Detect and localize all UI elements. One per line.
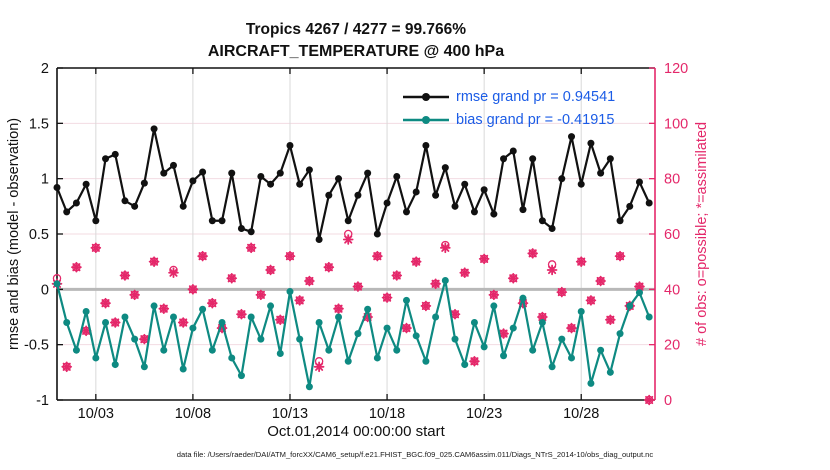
obs-assimilated-marker [353, 282, 363, 291]
obs-assimilated-marker [431, 279, 440, 288]
obs-assimilated-marker [295, 296, 304, 305]
obs-assimilated-marker [373, 252, 382, 261]
obs-assimilated-marker [615, 252, 625, 261]
obs-assimilated-marker [247, 243, 256, 252]
rmse-series [53, 125, 653, 244]
obs-assimilated-marker [470, 357, 479, 366]
obs-assimilated-marker [635, 282, 644, 291]
obs-assimilated-marker [480, 254, 489, 263]
chart-title-line2: AIRCRAFT_TEMPERATURE @ 400 hPa [207, 43, 505, 60]
obs-assimilated-marker [548, 265, 557, 275]
right-axis-label: # of obs: o=possible; *=assimilated [694, 121, 710, 347]
obs-assimilated-marker [101, 299, 110, 308]
obs-assimilated-marker [412, 257, 421, 266]
legend-bias-label: bias grand pr = -0.41915 [456, 111, 615, 128]
x-tick-label: 10/23 [466, 406, 502, 422]
obs-assimilated-marker [266, 265, 275, 275]
obs-assimilated-marker [237, 310, 246, 319]
obs-assimilated-marker [150, 257, 159, 266]
x-tick-label: 10/03 [78, 406, 114, 422]
obs-assimilated-marker [528, 249, 537, 258]
obs-assimilated-marker [198, 252, 207, 261]
right-tick-label: 0 [664, 393, 672, 409]
left-tick-label: 2 [41, 61, 49, 77]
obs-assimilated-marker [567, 323, 576, 333]
obs-assimilated-marker [159, 304, 168, 313]
data-file-path: data file: /Users/raeder/DAI/ATM_forcXX/… [176, 450, 654, 459]
x-tick-label: 10/28 [563, 406, 599, 422]
right-tick-label: 120 [664, 61, 688, 77]
obs-assimilated-marker [382, 293, 392, 302]
rmse-line-swatch [403, 92, 449, 101]
obs-assimilated-marker [91, 243, 100, 252]
obs-assimilated-marker [596, 276, 605, 286]
obs-assimilated-marker [538, 312, 547, 322]
x-tick-label: 10/08 [175, 406, 211, 422]
left-tick-label: 1.5 [29, 116, 49, 132]
obs-assimilated-marker [256, 290, 265, 299]
chart-title-line1: Tropics 4267 / 4277 = 99.766% [245, 21, 467, 38]
obs-assimilated-marker [276, 315, 285, 324]
right-tick-label: 40 [664, 282, 680, 298]
legend: rmse grand pr = 0.94541 bias grand pr = … [402, 85, 615, 131]
x-tick-label: 10/18 [369, 406, 405, 422]
bias-line-swatch [403, 115, 449, 124]
obs-assimilated-marker [120, 271, 130, 280]
obs-assimilated-marker [82, 326, 91, 335]
right-tick-label: 100 [664, 116, 688, 132]
obs-assimilated-marker [285, 252, 295, 261]
obs-assimilated-marker [489, 290, 498, 299]
obs-assimilated-marker [324, 263, 333, 272]
obs-assimilated-marker [62, 362, 71, 371]
legend-item-rmse: rmse grand pr = 0.94541 [402, 85, 615, 108]
obs-assimilated-marker [557, 288, 566, 297]
legend-item-bias: bias grand pr = -0.41915 [402, 108, 615, 131]
obs-assimilated-marker [509, 274, 518, 283]
bias-series [53, 276, 653, 391]
obs-assimilated-marker [460, 268, 469, 277]
obs-assimilated-marker [402, 323, 411, 333]
tick-marks [57, 67, 655, 401]
obs-assimilated-marker [577, 257, 586, 266]
obs-assimilated-marker [130, 290, 139, 299]
left-axis-label: rmse and bias (model - observation) [6, 117, 22, 351]
obs-assimilated-marker [645, 395, 654, 405]
obs-assimilated-marker [586, 296, 595, 305]
obs-count-markers [51, 229, 655, 406]
obs-assimilated-marker [111, 318, 120, 327]
right-tick-label: 20 [664, 338, 680, 354]
right-tick-label: 60 [664, 227, 680, 243]
obs-assimilated-marker [140, 335, 149, 344]
obs-assimilated-marker [499, 329, 508, 338]
x-axis-label: Oct.01,2014 00:00:00 start [267, 423, 445, 440]
left-tick-label: 0.5 [29, 227, 49, 243]
obs-assimilated-marker [72, 263, 81, 272]
obs-assimilated-marker [305, 276, 314, 286]
tick-labels: 10/03 10/08 10/13 10/18 10/23 10/28 2 1.5 1 0.5 0 -… [24, 61, 688, 422]
obs-assimilated-marker [169, 268, 178, 277]
left-tick-label: 1 [41, 172, 49, 188]
obs-assimilated-marker [334, 304, 343, 313]
right-tick-label: 80 [664, 172, 680, 188]
left-tick-label: -1 [36, 393, 49, 409]
obs-assimilated-marker [315, 362, 324, 371]
x-tick-label: 10/13 [272, 406, 308, 422]
legend-rmse-label: rmse grand pr = 0.94541 [456, 88, 616, 105]
obs-assimilated-marker [441, 243, 450, 252]
left-tick-label: 0 [41, 282, 49, 298]
obs-assimilated-marker [392, 271, 401, 280]
obs-assimilated-marker [421, 301, 430, 311]
obs-assimilated-marker [179, 318, 188, 327]
obs-assimilated-marker [606, 315, 615, 324]
obs-assimilated-marker [450, 310, 460, 319]
left-tick-label: -0.5 [24, 338, 49, 354]
obs-assimilated-marker [227, 274, 236, 283]
obs-assimilated-marker [344, 235, 353, 244]
obs-assimilated-marker [188, 285, 197, 294]
obs-assimilated-marker [208, 299, 217, 308]
